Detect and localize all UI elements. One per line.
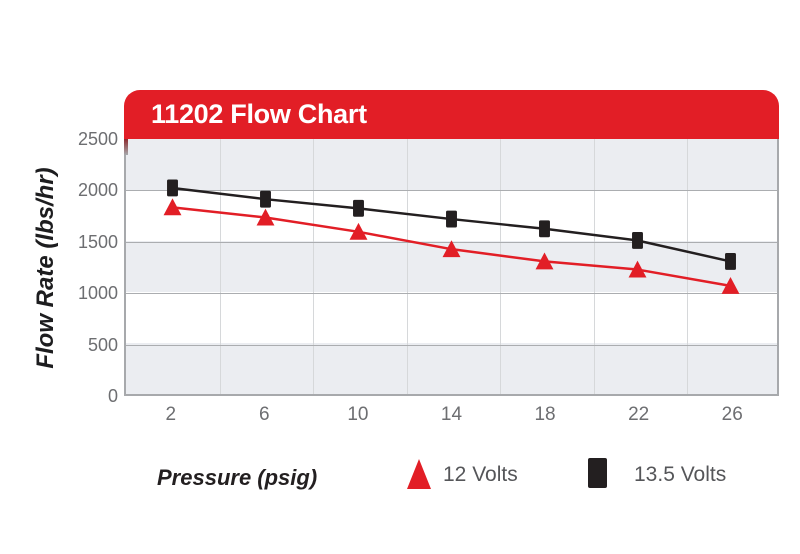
- y-tick-label: 1000: [77, 283, 118, 304]
- vertical-gridline: [687, 139, 689, 394]
- legend-label-12-volts: 12 Volts: [443, 463, 518, 486]
- vertical-gridline: [219, 139, 221, 394]
- horizontal-gridline: [126, 344, 777, 346]
- triangle-data-marker: [721, 276, 740, 294]
- vertical-gridline: [406, 139, 408, 394]
- y-tick-label: 500: [87, 334, 118, 355]
- legend-label-13-5-volts: 13.5 Volts: [634, 463, 727, 486]
- y-axis-title: Flow Rate (lbs/hr): [32, 167, 59, 369]
- vertical-gridline: [500, 139, 502, 394]
- chart-title-banner: 11202 Flow Chart: [124, 90, 779, 139]
- x-tick-label: 6: [259, 404, 270, 425]
- square-data-marker: [446, 210, 457, 228]
- square-data-marker: [353, 199, 364, 217]
- x-tick-label: 10: [347, 404, 369, 425]
- legend-square-marker-icon: [588, 458, 607, 488]
- x-tick-label: 14: [440, 404, 463, 425]
- x-tick-label: 26: [721, 404, 743, 425]
- chart-title: 11202 Flow Chart: [151, 99, 367, 129]
- square-data-marker: [725, 252, 736, 270]
- horizontal-gridline: [126, 190, 777, 192]
- horizontal-gridline: [126, 293, 777, 295]
- y-tick-label: 2000: [77, 180, 118, 201]
- square-data-marker: [260, 190, 271, 208]
- triangle-data-marker: [349, 222, 368, 240]
- vertical-gridline: [313, 139, 315, 394]
- square-data-marker: [539, 220, 550, 238]
- banner-corner-tail: [124, 139, 128, 155]
- triangle-data-marker: [163, 198, 182, 216]
- x-tick-label: 2: [165, 404, 177, 425]
- triangle-data-marker: [628, 260, 647, 278]
- triangle-data-marker: [442, 240, 461, 258]
- x-tick-label: 18: [534, 404, 556, 425]
- y-tick-label: 1500: [77, 231, 118, 252]
- triangle-data-marker: [256, 208, 275, 226]
- triangle-data-marker: [535, 252, 554, 270]
- y-tick-label: 0: [107, 386, 118, 406]
- x-tick-label: 22: [628, 404, 650, 425]
- plot-area: [124, 139, 779, 396]
- square-data-marker: [167, 179, 178, 197]
- legend-triangle-marker-icon: [407, 459, 431, 489]
- square-data-marker: [632, 232, 643, 249]
- data-series-canvas: [163, 179, 740, 294]
- x-axis-title: Pressure (psig): [157, 465, 318, 490]
- y-tick-label: 2500: [77, 129, 118, 149]
